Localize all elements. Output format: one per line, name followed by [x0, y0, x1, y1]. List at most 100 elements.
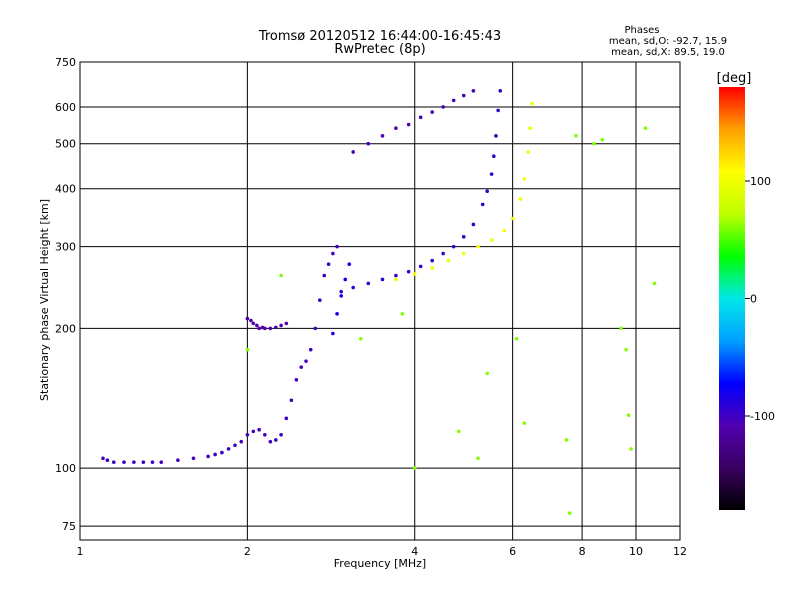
data-point	[418, 264, 423, 269]
data-point	[274, 438, 278, 442]
data-point	[451, 98, 456, 103]
x-tick-label: 8	[579, 545, 586, 558]
data-point	[274, 325, 278, 330]
y-axis-ticks: 75 100 200 300 400 500 600 750	[55, 56, 76, 533]
data-point	[257, 427, 261, 432]
x-tick-label: 4	[411, 545, 418, 558]
colorbar-tick-label: 100	[750, 175, 771, 188]
data-point	[343, 277, 348, 282]
x-tick-label: 2	[244, 545, 251, 558]
data-point	[351, 285, 355, 290]
x-axis-ticks: 1 2 4 6 8 10 12	[77, 545, 688, 558]
y-tick-label: 300	[55, 241, 76, 254]
data-point	[600, 137, 605, 142]
colorbar-ticks: 100 0 -100	[745, 175, 775, 423]
y-tick-label: 600	[55, 101, 76, 114]
data-point	[284, 416, 289, 421]
x-tick-label: 12	[673, 545, 687, 558]
data-point	[451, 244, 456, 249]
data-point	[394, 273, 398, 278]
series-group	[339, 89, 503, 294]
phases-title: Phases	[624, 25, 659, 36]
data-point	[289, 398, 294, 403]
data-point	[268, 326, 273, 331]
data-point	[191, 456, 196, 461]
colorbar	[719, 87, 745, 510]
data-point	[441, 251, 445, 256]
data-point	[485, 371, 489, 376]
data-point	[299, 365, 304, 369]
data-point	[514, 336, 519, 341]
data-point	[239, 439, 244, 444]
colorbar-tick-label: 0	[750, 293, 757, 306]
x-tick-label: 6	[509, 545, 516, 558]
data-point	[522, 421, 527, 425]
data-point	[335, 244, 339, 249]
data-point	[359, 336, 363, 341]
y-axis-label: Stationary phase Virtual Height [km]	[38, 199, 51, 401]
data-point	[592, 141, 596, 146]
data-point	[492, 154, 496, 158]
data-point	[313, 326, 318, 331]
colorbar-label: [deg]	[717, 71, 752, 86]
data-point	[400, 312, 405, 316]
data-point	[122, 460, 126, 464]
y-tick-label: 500	[55, 138, 76, 151]
data-point	[394, 277, 398, 282]
data-point	[518, 197, 523, 201]
data-point	[626, 413, 631, 418]
x-tick-label: 1	[77, 545, 84, 558]
y-tick-label: 750	[55, 56, 76, 69]
x-tick-label: 10	[629, 545, 643, 558]
data-point	[461, 251, 466, 256]
data-point	[510, 216, 515, 221]
data-point	[206, 454, 210, 459]
data-point	[249, 318, 253, 323]
data-point	[471, 222, 476, 227]
series-group	[394, 101, 534, 282]
data-point	[480, 202, 485, 207]
data-point	[263, 432, 267, 437]
data-point	[111, 460, 116, 464]
data-point	[339, 294, 344, 298]
data-point	[461, 93, 466, 98]
data-point	[245, 432, 250, 437]
data-point	[251, 429, 256, 434]
data-point	[101, 456, 105, 461]
data-point	[268, 439, 273, 444]
data-point	[226, 447, 231, 451]
y-tick-label: 200	[55, 322, 76, 335]
y-tick-label: 400	[55, 183, 76, 196]
series-group	[101, 244, 339, 464]
data-point	[441, 105, 445, 109]
data-point	[498, 89, 503, 93]
data-point	[502, 228, 507, 233]
data-point	[394, 126, 398, 131]
chart-title: Tromsø 20120512 16:44:00-16:45:43	[258, 29, 501, 44]
data-point	[496, 108, 500, 113]
data-point	[476, 456, 480, 461]
data-point	[304, 359, 308, 363]
data-point	[105, 458, 110, 463]
data-point	[245, 316, 250, 321]
data-point	[220, 450, 224, 455]
data-point	[461, 235, 466, 239]
data-point	[522, 177, 527, 181]
data-point	[412, 466, 417, 470]
phases-o-stats: mean, sd,O: -92.7, 15.9	[609, 36, 727, 47]
data-point	[564, 438, 569, 442]
data-point	[366, 281, 371, 286]
data-point	[263, 326, 267, 331]
data-point	[418, 115, 423, 120]
data-point	[489, 172, 494, 176]
data-points	[101, 89, 657, 515]
data-point	[326, 262, 331, 267]
data-point	[494, 134, 498, 138]
data-point	[574, 134, 578, 138]
data-point	[255, 323, 259, 328]
data-point	[430, 266, 434, 270]
data-point	[430, 110, 434, 114]
series-group	[351, 89, 476, 154]
